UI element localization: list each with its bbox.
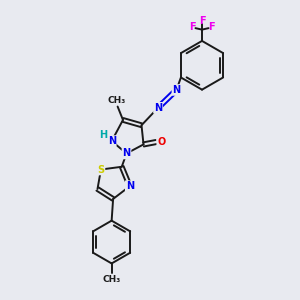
- Text: CH₃: CH₃: [108, 95, 126, 104]
- Text: H: H: [99, 130, 107, 140]
- Text: N: N: [126, 181, 134, 191]
- Text: N: N: [108, 136, 116, 146]
- Text: F: F: [199, 16, 205, 26]
- Text: S: S: [98, 164, 104, 175]
- Text: N: N: [172, 85, 181, 95]
- Text: N: N: [154, 103, 162, 113]
- Text: O: O: [157, 137, 166, 147]
- Text: N: N: [122, 148, 130, 158]
- Text: CH₃: CH₃: [103, 275, 121, 284]
- Text: F: F: [208, 22, 215, 32]
- Text: F: F: [189, 22, 196, 32]
